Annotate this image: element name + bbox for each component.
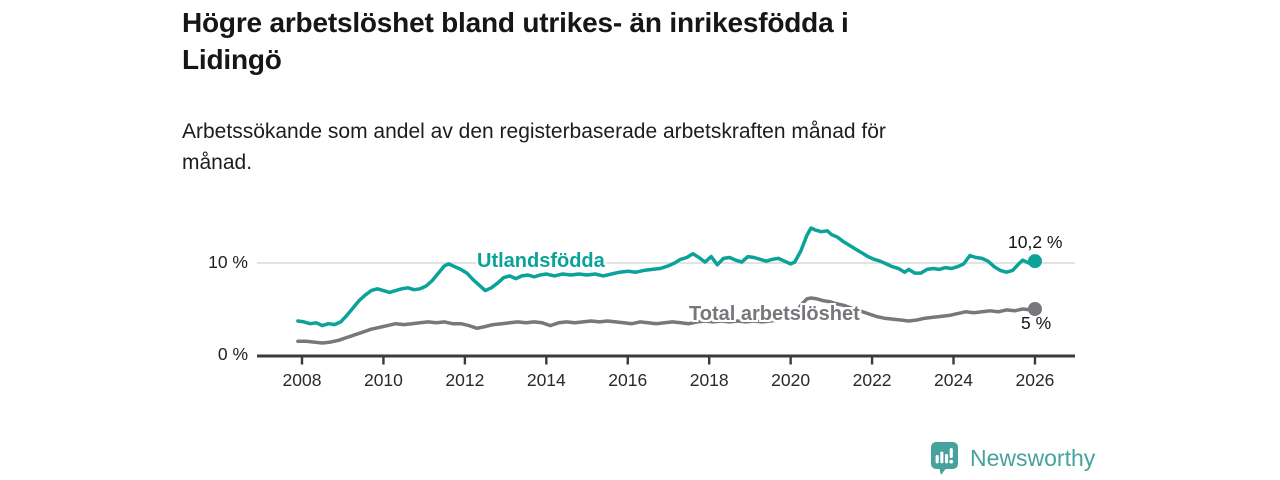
series-lines — [296, 226, 1037, 345]
x-tick-label-2026: 2026 — [1015, 370, 1054, 390]
series-line-0 — [296, 226, 1037, 328]
x-tick-label-2018: 2018 — [690, 370, 729, 390]
page-subtitle: Arbetssökande som andel av den registerb… — [182, 120, 886, 174]
y-axis-tick-label-0: 0 % — [217, 344, 248, 364]
page-title: Högre arbetslöshet bland utrikes- än inr… — [182, 7, 849, 75]
x-tick-label-2010: 2010 — [364, 370, 403, 390]
x-axis — [257, 354, 1075, 365]
x-tick-label-2024: 2024 — [934, 370, 973, 390]
x-axis-tick-labels: 2008 2010 2012 2014 2016 2018 2020 2022 2024 2026 — [283, 370, 1055, 390]
x-tick-label-2016: 2016 — [608, 370, 647, 390]
series-end-dots — [1027, 254, 1042, 316]
newsworthy-logo-text: Newsworthy — [970, 445, 1096, 471]
series-label-total-arbetsloshet: Total arbetslöshet — [689, 303, 860, 325]
end-dot-0 — [1027, 254, 1042, 269]
x-tick-label-2012: 2012 — [445, 370, 484, 390]
end-value-label-utlandsfodda: 10,2 % — [1008, 232, 1063, 252]
end-dot-1 — [1027, 302, 1042, 316]
x-tick-label-2014: 2014 — [527, 370, 566, 390]
y-axis-tick-label-10: 10 % — [208, 252, 248, 272]
x-tick-label-2022: 2022 — [853, 370, 892, 390]
x-tick-label-2020: 2020 — [771, 370, 810, 390]
end-value-label-total: 5 % — [1021, 313, 1052, 333]
series-line-1 — [296, 296, 1037, 345]
newsworthy-logo[interactable]: Newsworthy — [929, 441, 1095, 476]
series-label-utlandsfodda: Utlandsfödda — [477, 250, 605, 272]
newsworthy-logo-icon — [929, 441, 960, 476]
x-tick-label-2008: 2008 — [283, 370, 322, 390]
